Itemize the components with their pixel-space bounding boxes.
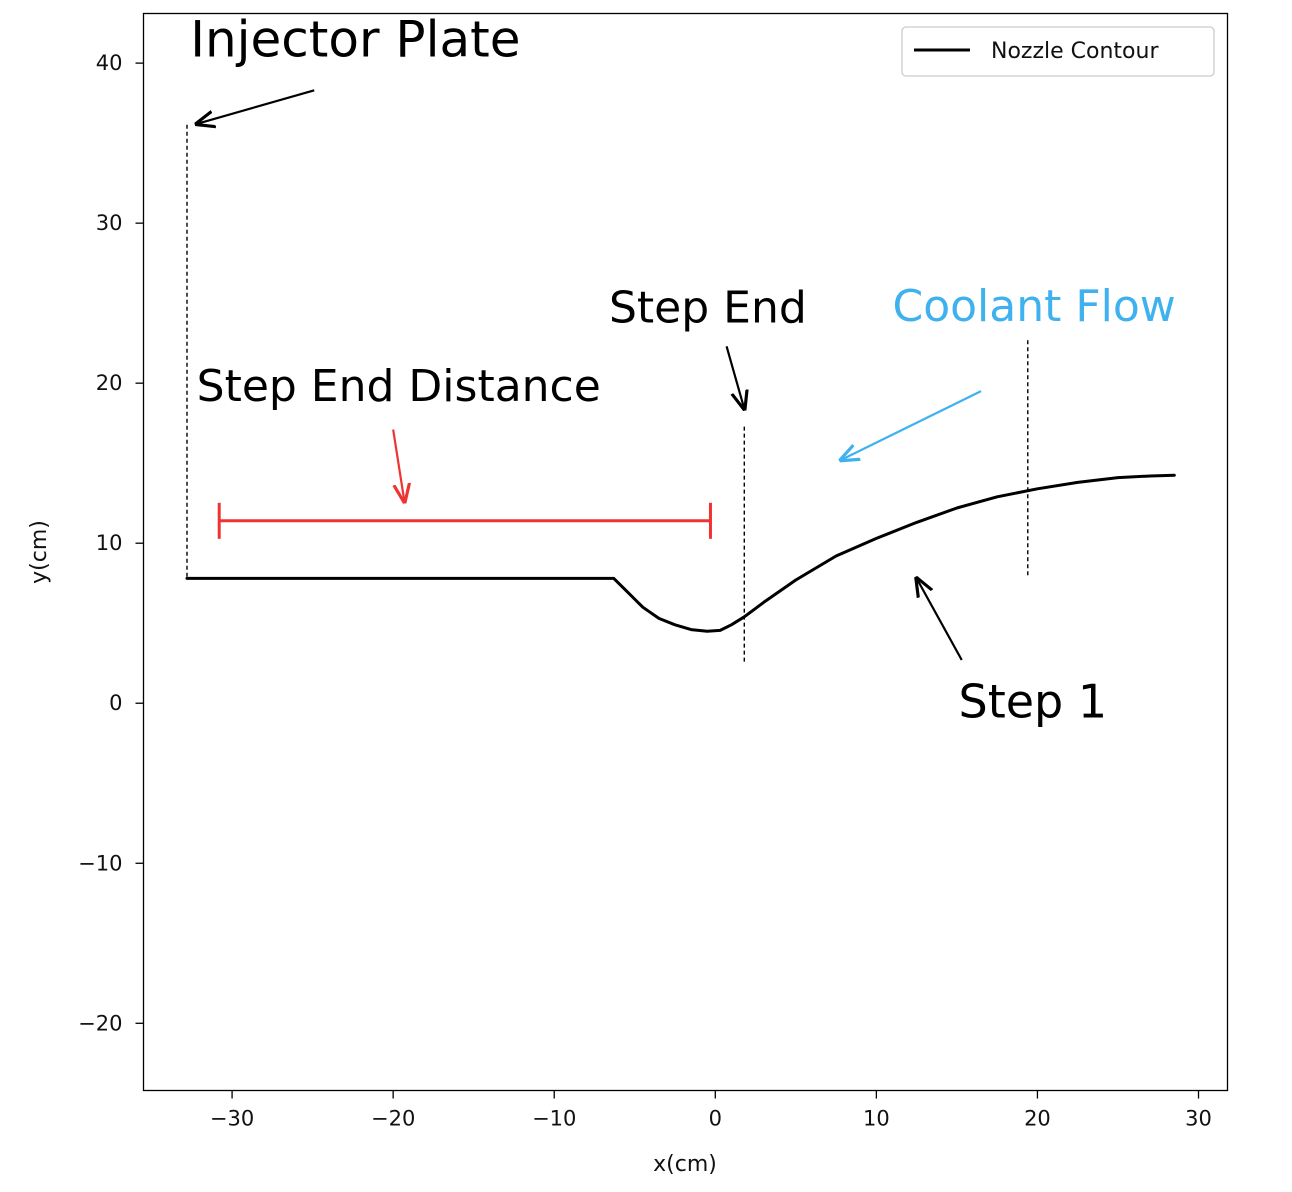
x-axis-ticks: −30 −20 −10 0 10 20 30 <box>210 1090 1212 1131</box>
annotation-arrow-step-end <box>725 346 745 408</box>
plot-frame <box>142 12 1229 1092</box>
y-tick-label: −10 <box>78 851 122 875</box>
annotation-label-step-1: Step 1 <box>959 675 1108 729</box>
x-axis-label: x(cm) <box>653 1152 717 1177</box>
x-tick-label: 10 <box>863 1107 890 1131</box>
y-tick-label: 0 <box>109 691 122 715</box>
legend-box <box>901 26 1215 77</box>
annotation-arrow-step-1 <box>917 578 963 661</box>
annotation-label-coolant-flow: Coolant Flow <box>892 281 1175 332</box>
y-axis-ticks: −20 −10 0 10 20 30 40 <box>78 51 144 1035</box>
x-tick-label: −20 <box>371 1107 415 1131</box>
y-axis-label: y(cm) <box>27 520 52 584</box>
legend: Nozzle Contour <box>901 26 1215 77</box>
x-tick-label: 30 <box>1185 1107 1212 1131</box>
legend-label-nozzle-contour: Nozzle Contour <box>991 39 1159 64</box>
annotation-label-injector-plate: Injector Plate <box>190 11 520 69</box>
x-tick-label: −30 <box>210 1107 254 1131</box>
annotation-arrow-coolant-flow <box>841 390 982 460</box>
y-tick-label: 10 <box>96 531 123 555</box>
x-tick-label: 0 <box>709 1107 722 1131</box>
x-tick-label: 20 <box>1024 1107 1051 1131</box>
y-tick-label: 40 <box>96 51 123 75</box>
x-tick-label: −10 <box>532 1107 576 1131</box>
y-tick-label: 20 <box>96 371 123 395</box>
annotation-label-step-end-distance: Step End Distance <box>197 361 601 412</box>
annotation-arrow-step-end-distance <box>392 429 404 502</box>
annotation-arrow-injector-plate <box>197 89 315 124</box>
series-line-nozzle-contour <box>185 473 1176 633</box>
y-tick-label: −20 <box>78 1011 122 1035</box>
annotation-label-step-end: Step End <box>609 282 807 333</box>
plot-content <box>185 123 1176 662</box>
y-tick-label: 30 <box>96 211 123 235</box>
